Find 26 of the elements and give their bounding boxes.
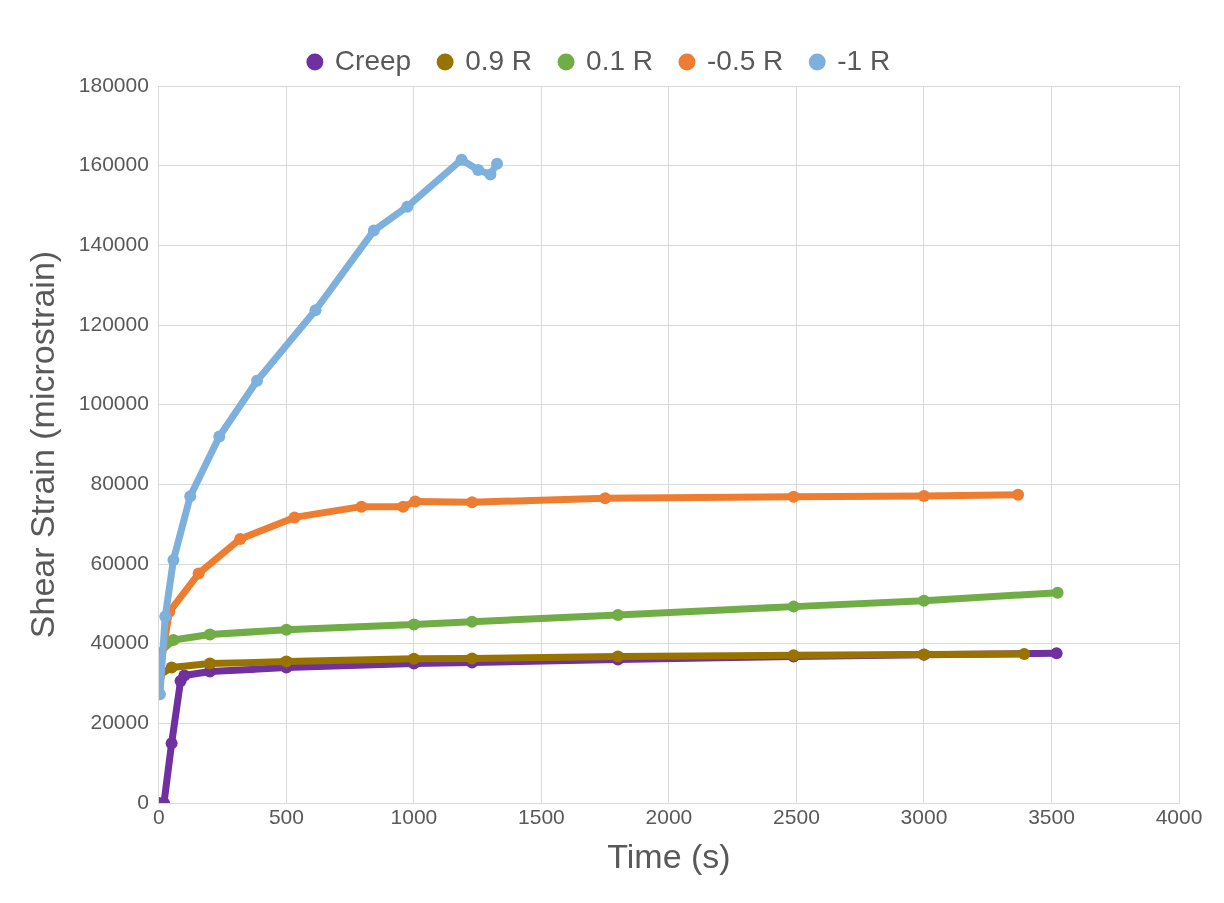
legend-label: 0.1 R	[586, 44, 653, 76]
x-tick-label: 2500	[773, 805, 820, 829]
x-tick-label: 1000	[390, 805, 438, 829]
y-tick-label: 40000	[90, 630, 149, 654]
x-tick-label: 500	[268, 805, 304, 829]
x-tick-label: 2000	[645, 805, 693, 829]
legend-label: -0.5 R	[706, 44, 784, 76]
y-tick-label: 100000	[78, 391, 149, 415]
y-tick-label: 140000	[78, 232, 149, 256]
y-tick-label: 20000	[90, 710, 149, 734]
legend-label: 0.9 R	[465, 44, 533, 76]
y-axis-title: Shear Strain (microstrain)	[22, 250, 61, 639]
y-tick-label: 160000	[78, 152, 149, 176]
legend-label: -1 R	[837, 44, 891, 76]
x-tick-label: 0	[153, 805, 165, 829]
y-tick-label: 80000	[90, 471, 149, 495]
x-tick-label: 1500	[518, 805, 565, 829]
y-tick-label: 120000	[78, 311, 149, 335]
x-tick-label: 4000	[1155, 805, 1203, 829]
x-tick-label: 3000	[900, 805, 948, 829]
y-tick-label: 0	[137, 789, 149, 813]
y-tick-label: 180000	[78, 72, 149, 96]
x-tick-label: 3500	[1028, 805, 1075, 829]
x-axis-title: Time (s)	[607, 836, 731, 875]
legend-label: Creep	[334, 44, 412, 76]
y-tick-label: 60000	[90, 550, 149, 574]
